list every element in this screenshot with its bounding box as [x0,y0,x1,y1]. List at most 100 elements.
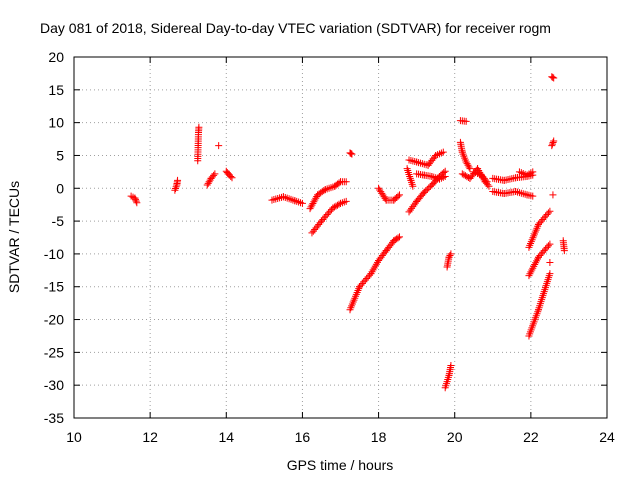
data-point [543,211,551,219]
data-point [521,190,529,198]
data-point [357,281,365,289]
data-point [542,245,550,253]
data-point [420,188,428,196]
data-point [479,173,487,181]
data-point [560,247,568,255]
data-point [317,217,325,225]
data-point [195,123,203,131]
data-point [542,212,550,220]
data-point [477,171,485,179]
data-point [319,215,327,223]
data-point [546,270,554,278]
y-tick-labels: -35 -30 -25 -20 -15 -10 -5 0 5 10 15 20 [44,49,64,426]
data-point [326,207,334,215]
data-point [348,150,356,158]
data-point [211,170,219,178]
data-point [544,242,552,250]
data-point [132,197,140,205]
data-point [405,208,413,216]
data-point [435,150,443,158]
data-point [465,163,473,171]
data-point [549,139,557,147]
data-point [485,182,493,190]
y-tick-label: 15 [48,82,64,98]
data-point [320,187,328,195]
data-point [347,149,355,157]
data-point [410,201,418,209]
data-point [548,140,556,148]
data-point [335,200,343,208]
data-point [408,204,416,212]
data-point [210,171,218,179]
y-tick-label: 5 [56,147,64,163]
grid-lines [74,57,607,418]
y-axis-label: SDTVAR / TECUs [6,181,22,293]
data-point [358,279,366,287]
data-point [394,234,402,242]
data-point [270,196,278,204]
data-point [544,209,552,217]
data-point [172,184,180,192]
y-tick-label: -15 [44,279,64,295]
data-point [447,250,455,258]
axis-ticks [73,56,608,419]
data-point [272,195,280,203]
data-point [514,188,522,196]
y-tick-label: -25 [44,344,64,360]
data-point [539,248,547,256]
data-point [413,158,421,166]
x-tick-label: 10 [66,429,82,445]
data-point [529,192,537,200]
data-point [536,252,544,260]
data-point [441,172,449,180]
data-point [517,189,525,197]
data-point [322,212,330,220]
data-point [356,283,364,291]
plot-frame [73,56,608,419]
data-point [396,191,404,199]
data-point [364,273,372,281]
data-point [268,196,276,204]
data-point [381,194,389,202]
data-point [363,275,371,283]
data-point [172,183,180,191]
data-point [537,217,545,225]
x-tick-label: 16 [295,429,311,445]
data-point [548,73,556,81]
data-point [529,168,537,176]
data-point [227,172,235,180]
data-point [131,194,139,202]
data-point [320,214,328,222]
data-point [406,206,414,214]
data-point [550,137,558,145]
data-point [416,159,424,167]
data-point [415,159,423,167]
data-point [171,186,179,194]
data-point [548,142,556,150]
data-point [360,278,368,286]
data-point [540,214,548,222]
y-tick-label: -30 [44,377,64,393]
data-point [418,160,426,168]
data-point [462,117,470,125]
data-point [215,142,223,150]
x-tick-label: 18 [371,429,387,445]
data-point [480,174,488,182]
data-point [323,211,331,219]
x-tick-label: 20 [447,429,463,445]
data-point [519,190,527,198]
x-tick-label: 12 [142,429,158,445]
x-tick-label: 14 [218,429,234,445]
data-point [366,271,374,279]
data-point [537,250,545,258]
data-point [534,253,542,261]
data-point [447,361,455,369]
data-point [482,176,490,184]
x-tick-label: 24 [599,429,615,445]
data-point [550,74,558,82]
data-point [205,178,213,186]
data-point [342,197,350,205]
data-point [425,184,433,192]
chart-title: Day 081 of 2018, Sidereal Day-to-day VTE… [40,20,551,36]
